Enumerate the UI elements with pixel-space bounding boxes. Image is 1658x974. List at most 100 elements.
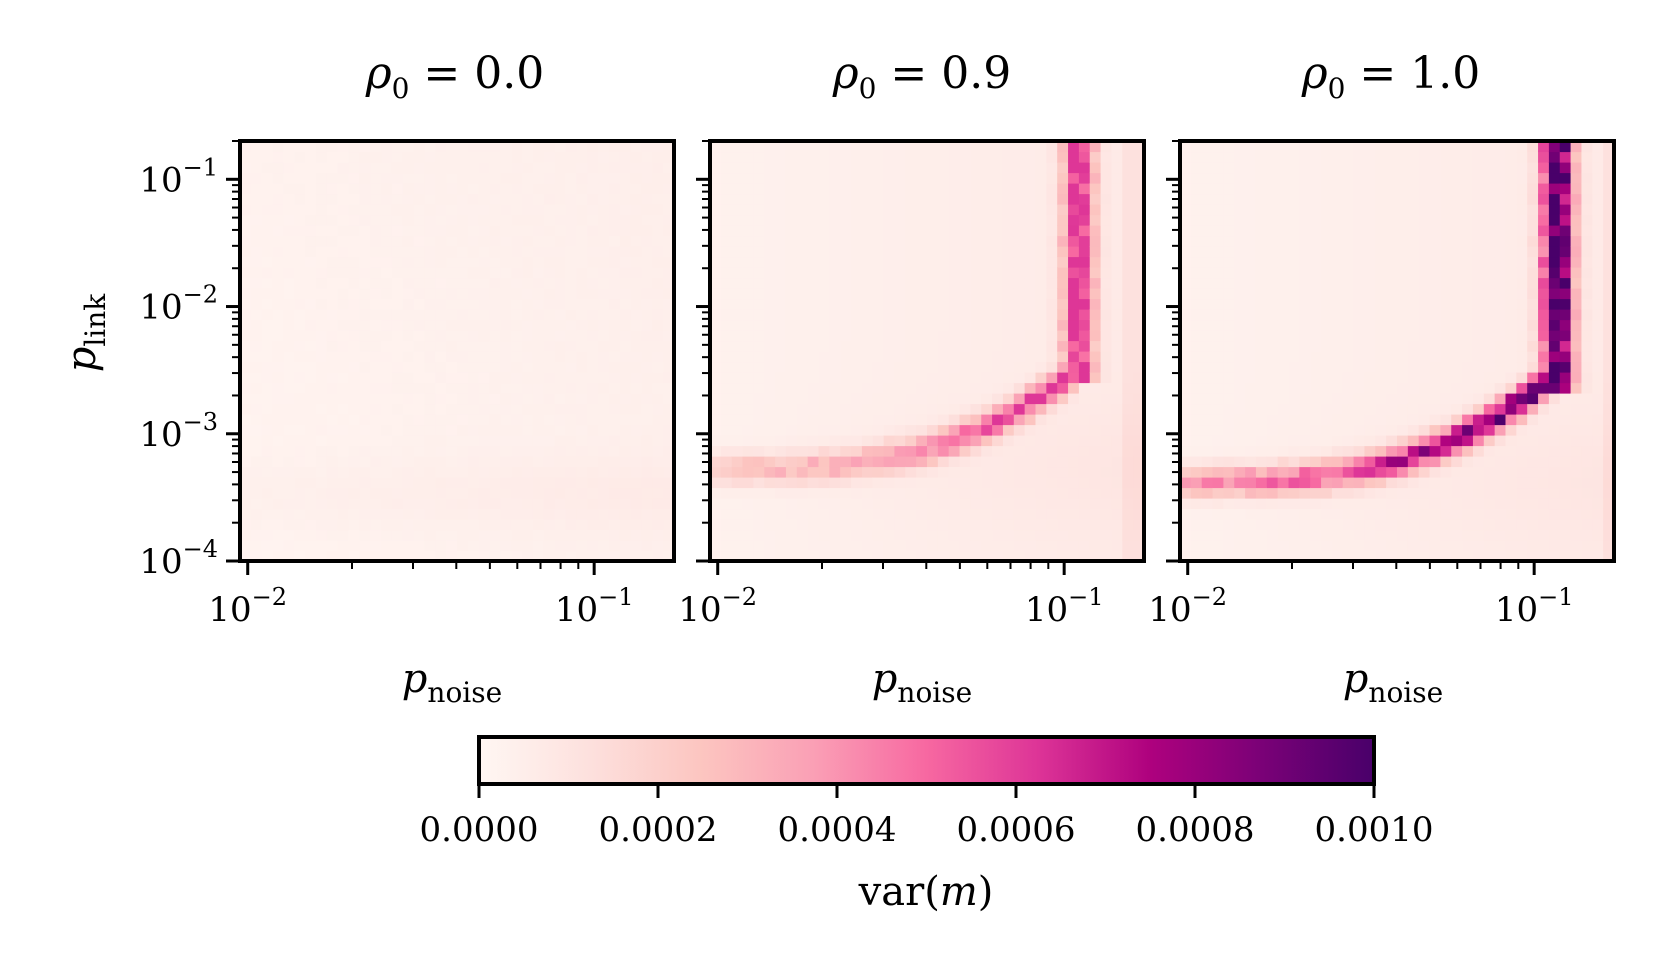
heatmap-cell bbox=[1277, 435, 1290, 447]
heatmap-cell bbox=[1180, 372, 1192, 384]
heatmap-cell bbox=[1592, 351, 1604, 363]
heatmap-cell bbox=[1375, 277, 1387, 289]
heatmap-cell bbox=[959, 162, 971, 174]
heatmap-cell bbox=[283, 288, 295, 300]
heatmap-cell bbox=[359, 435, 371, 447]
heatmap-cell bbox=[1527, 309, 1539, 321]
heatmap-cell bbox=[1331, 372, 1344, 384]
heatmap-cell bbox=[641, 519, 653, 531]
heatmap-cell bbox=[619, 214, 632, 226]
heatmap-cell bbox=[753, 298, 765, 310]
heatmap-cell bbox=[1068, 529, 1080, 541]
heatmap-cell bbox=[326, 330, 339, 342]
heatmap-cell bbox=[1375, 540, 1387, 552]
heatmap-cell bbox=[1255, 414, 1268, 426]
heatmap-cell bbox=[1505, 246, 1517, 258]
heatmap-cell bbox=[598, 193, 610, 205]
heatmap-cell bbox=[981, 477, 993, 489]
heatmap-cell bbox=[402, 351, 415, 363]
heatmap-cell bbox=[359, 340, 371, 352]
heatmap-cell bbox=[467, 351, 480, 363]
heatmap-cell bbox=[370, 487, 382, 499]
heatmap-cell bbox=[576, 225, 588, 237]
heatmap-cell bbox=[1429, 193, 1441, 205]
heatmap-cell bbox=[1451, 298, 1463, 310]
heatmap-cell bbox=[851, 330, 863, 342]
heatmap-cell bbox=[240, 456, 252, 468]
heatmap-cell bbox=[1440, 529, 1452, 541]
heatmap-cell bbox=[1331, 361, 1344, 373]
heatmap-cell bbox=[1570, 225, 1583, 237]
heatmap-cell bbox=[272, 424, 284, 436]
heatmap-cell bbox=[554, 172, 567, 184]
heatmap-cell bbox=[446, 151, 458, 163]
heatmap-cell bbox=[1013, 235, 1026, 247]
heatmap-cell bbox=[731, 382, 744, 394]
heatmap-cell bbox=[272, 277, 284, 289]
heatmap-cell bbox=[1201, 256, 1214, 268]
heatmap-cell bbox=[565, 141, 577, 153]
heatmap-cell bbox=[1234, 225, 1246, 237]
heatmap-cell bbox=[467, 267, 480, 279]
heatmap-cell bbox=[1201, 351, 1214, 363]
heatmap-cell bbox=[272, 414, 284, 426]
heatmap-cell bbox=[992, 498, 1004, 510]
heatmap-cell bbox=[348, 435, 360, 447]
heatmap-cell bbox=[1089, 424, 1102, 436]
heatmap-cell bbox=[522, 214, 534, 226]
heatmap-cell bbox=[1212, 445, 1224, 457]
heatmap-cell bbox=[1451, 193, 1463, 205]
heatmap-cell bbox=[1472, 309, 1485, 321]
heatmap-cell bbox=[1407, 550, 1420, 562]
heatmap-cell bbox=[1342, 424, 1355, 436]
heatmap-cell bbox=[1299, 235, 1311, 247]
heatmap-cell bbox=[261, 466, 274, 478]
heatmap-cell bbox=[731, 319, 744, 331]
heatmap-cell bbox=[1592, 214, 1604, 226]
heatmap-cell bbox=[883, 456, 896, 468]
heatmap-cell bbox=[916, 288, 928, 300]
heatmap-cell bbox=[1483, 204, 1496, 216]
heatmap-cell bbox=[619, 277, 632, 289]
heatmap-cell bbox=[861, 183, 874, 195]
heatmap-cell bbox=[1223, 393, 1235, 405]
heatmap-cell bbox=[283, 256, 295, 268]
heatmap-cell bbox=[927, 487, 939, 499]
heatmap-cell bbox=[1397, 319, 1409, 331]
heatmap-cell bbox=[1538, 246, 1550, 258]
heatmap-cell bbox=[796, 435, 809, 447]
heatmap-cell bbox=[1462, 225, 1474, 237]
heatmap-cell bbox=[370, 414, 382, 426]
heatmap-cell bbox=[305, 151, 317, 163]
heatmap-cell bbox=[608, 529, 621, 541]
heatmap-cell bbox=[1266, 466, 1279, 478]
heatmap-cells bbox=[1180, 141, 1615, 562]
heatmap-cell bbox=[1483, 456, 1496, 468]
heatmap-cell bbox=[315, 162, 328, 174]
heatmap-cell bbox=[927, 214, 939, 226]
heatmap-cell bbox=[883, 498, 896, 510]
heatmap-cell bbox=[1035, 288, 1047, 300]
heatmap-cell bbox=[272, 298, 284, 310]
heatmap-cell bbox=[250, 141, 263, 153]
heatmap-cell bbox=[240, 393, 252, 405]
heatmap-cell bbox=[1407, 540, 1420, 552]
heatmap-cell bbox=[1527, 204, 1539, 216]
heatmap-cell bbox=[663, 204, 675, 216]
heatmap-cell bbox=[337, 246, 350, 258]
heatmap-cell bbox=[1288, 498, 1300, 510]
heatmap-cell bbox=[1603, 204, 1615, 216]
heatmap-cell bbox=[905, 508, 917, 520]
heatmap-cell bbox=[927, 288, 939, 300]
heatmap-cell bbox=[720, 172, 733, 184]
heatmap-cell bbox=[840, 414, 852, 426]
heatmap-cell bbox=[1407, 445, 1420, 457]
heatmap-cell bbox=[511, 183, 523, 195]
heatmap-cell bbox=[1407, 141, 1420, 153]
heatmap-cell bbox=[1505, 445, 1517, 457]
heatmap-cell bbox=[250, 162, 263, 174]
heatmap-cell bbox=[1245, 456, 1257, 468]
heatmap-cell bbox=[532, 246, 545, 258]
heatmap-cell bbox=[1068, 267, 1080, 279]
heatmap-cell bbox=[598, 319, 610, 331]
